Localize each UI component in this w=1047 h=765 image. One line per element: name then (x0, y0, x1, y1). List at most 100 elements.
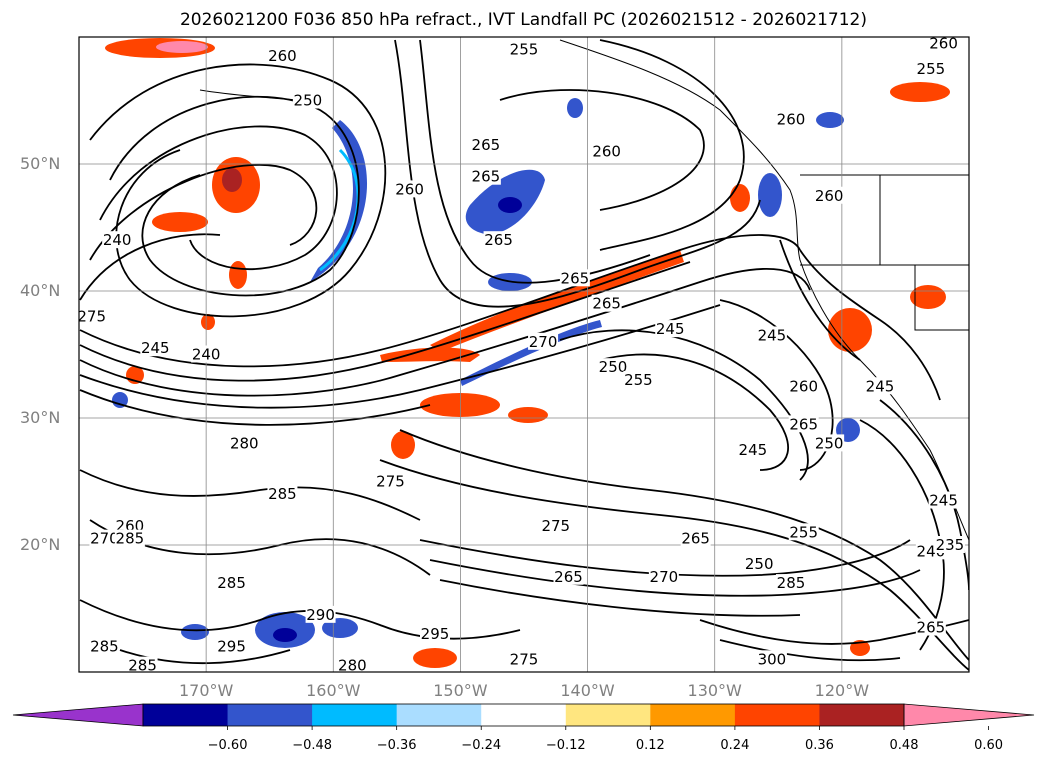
contour-label-bg (509, 40, 539, 58)
contour-label-bg (928, 37, 959, 52)
contour-label-bg (420, 624, 450, 642)
lon-tick-label: 160°W (306, 681, 361, 700)
coastline (199, 39, 969, 541)
contour-labels: 255 260 255 260 250 265 265 260 260 260 265 260 240 2… (79, 34, 965, 675)
contour-label-bg (776, 574, 806, 592)
contour-label-bg (89, 529, 120, 547)
contour-label: 245 (929, 492, 958, 510)
contour-label: 275 (541, 517, 570, 535)
contour-label: 265 (472, 136, 501, 154)
contour-label: 275 (376, 473, 405, 491)
contour-label: 280 (230, 434, 259, 452)
contour-label: 260 (815, 187, 844, 205)
colorbar-segment (143, 704, 229, 726)
contour-label: 280 (338, 657, 367, 675)
colorbar-tick-label: −0.36 (376, 738, 417, 753)
colorbar-segment (819, 704, 905, 726)
lon-tick-label: 150°W (433, 681, 488, 700)
contour-label: 235 (936, 536, 965, 554)
contour-label: 265 (554, 568, 583, 586)
contour-label-bg (591, 142, 622, 160)
contour-label: 265 (681, 530, 710, 548)
colorbar-tick-label: −0.48 (292, 738, 333, 753)
contour-label-bg (337, 656, 368, 672)
contour-label: 285 (217, 574, 246, 592)
contour-label-bg (623, 370, 654, 388)
contour-label: 285 (116, 530, 145, 548)
lon-tick-label: 120°W (814, 681, 870, 700)
contour-label-bg (744, 555, 775, 573)
contour-label-bg (140, 339, 171, 357)
colorbar (12, 703, 1035, 730)
contour-label: 265 (484, 231, 513, 249)
contour-label-bg (788, 523, 819, 541)
contour-label-bg (375, 472, 406, 490)
contour-label-bg (776, 110, 806, 128)
contour-label: 250 (599, 358, 628, 376)
colorbar-tick-label: −0.12 (545, 738, 586, 753)
contour-label-bg (756, 650, 787, 668)
contour-label: 290 (306, 606, 335, 624)
contour-label: 270 (90, 530, 119, 548)
contour-label-bg (680, 529, 711, 547)
contour-label: 260 (777, 111, 806, 129)
contour-label-bg (229, 434, 260, 452)
contour-label-bg (934, 536, 965, 553)
map-panel: 255 260 255 260 250 265 265 260 260 260 265 260 240 2… (79, 34, 969, 675)
lon-tick-label: 170°W (178, 681, 234, 700)
contour-label: 260 (929, 34, 958, 52)
contour-label-bg (267, 485, 298, 503)
contour-label-bg (814, 186, 845, 204)
contour-label-bg (470, 167, 501, 185)
contour-label-bg (305, 605, 336, 623)
contour-label: 260 (268, 47, 297, 65)
colorbar-tick-label: −0.24 (461, 738, 502, 753)
colorbar-frame (142, 703, 905, 727)
contour-label: 245 (141, 339, 170, 357)
lat-tick-label: 50°N (20, 154, 61, 173)
contour-label-bg (483, 231, 514, 249)
contour-label-bg (865, 377, 895, 395)
contour-label: 260 (789, 377, 818, 395)
colorbar-tick-label: −0.60 (207, 738, 248, 753)
colorbar-tick-label: 0.12 (635, 738, 665, 753)
colorbar-segment (734, 704, 820, 726)
contour-label: 255 (624, 371, 653, 389)
contour-label: 260 (395, 180, 424, 198)
contour-label: 255 (789, 523, 818, 541)
lat-tick-label: 30°N (20, 408, 61, 427)
lat-tick-label: 20°N (20, 535, 61, 554)
contour-label-bg (737, 440, 768, 458)
contour-label: 250 (815, 434, 844, 452)
contour-label-bg (89, 637, 120, 655)
contour-label-bg (928, 491, 959, 509)
contour-label-bg (102, 231, 133, 249)
contour-label-bg (79, 307, 107, 325)
contour-label: 265 (472, 168, 501, 186)
contour-label-bg (756, 326, 787, 344)
colorbar-extend-low (12, 703, 144, 727)
contour-label-bg (114, 529, 145, 547)
contour-label-bg (598, 358, 628, 376)
contour-label: 275 (510, 650, 539, 668)
contour-label: 285 (268, 485, 297, 503)
contour-label: 295 (421, 625, 450, 643)
contour-label: 260 (592, 142, 621, 160)
contour-lines (79, 39, 969, 671)
colorbar-segment (565, 704, 651, 726)
contour-label-bg (528, 332, 559, 350)
lon-tick-label: 130°W (687, 681, 742, 700)
contour-label: 245 (656, 320, 685, 338)
contour-label-bg (127, 656, 158, 672)
map-title: 2026021200 F036 850 hPa refract., IVT La… (179, 10, 867, 30)
contour-label: 240 (192, 346, 221, 364)
contour-label: 245 (866, 377, 895, 395)
contour-label-bg (292, 91, 323, 109)
contour-label: 285 (90, 638, 119, 656)
contour-label: 255 (917, 60, 946, 78)
contour-label-bg (788, 415, 819, 433)
contour-label: 270 (529, 333, 558, 351)
contour-label: 250 (745, 555, 774, 573)
contour-label-bg (788, 377, 819, 395)
